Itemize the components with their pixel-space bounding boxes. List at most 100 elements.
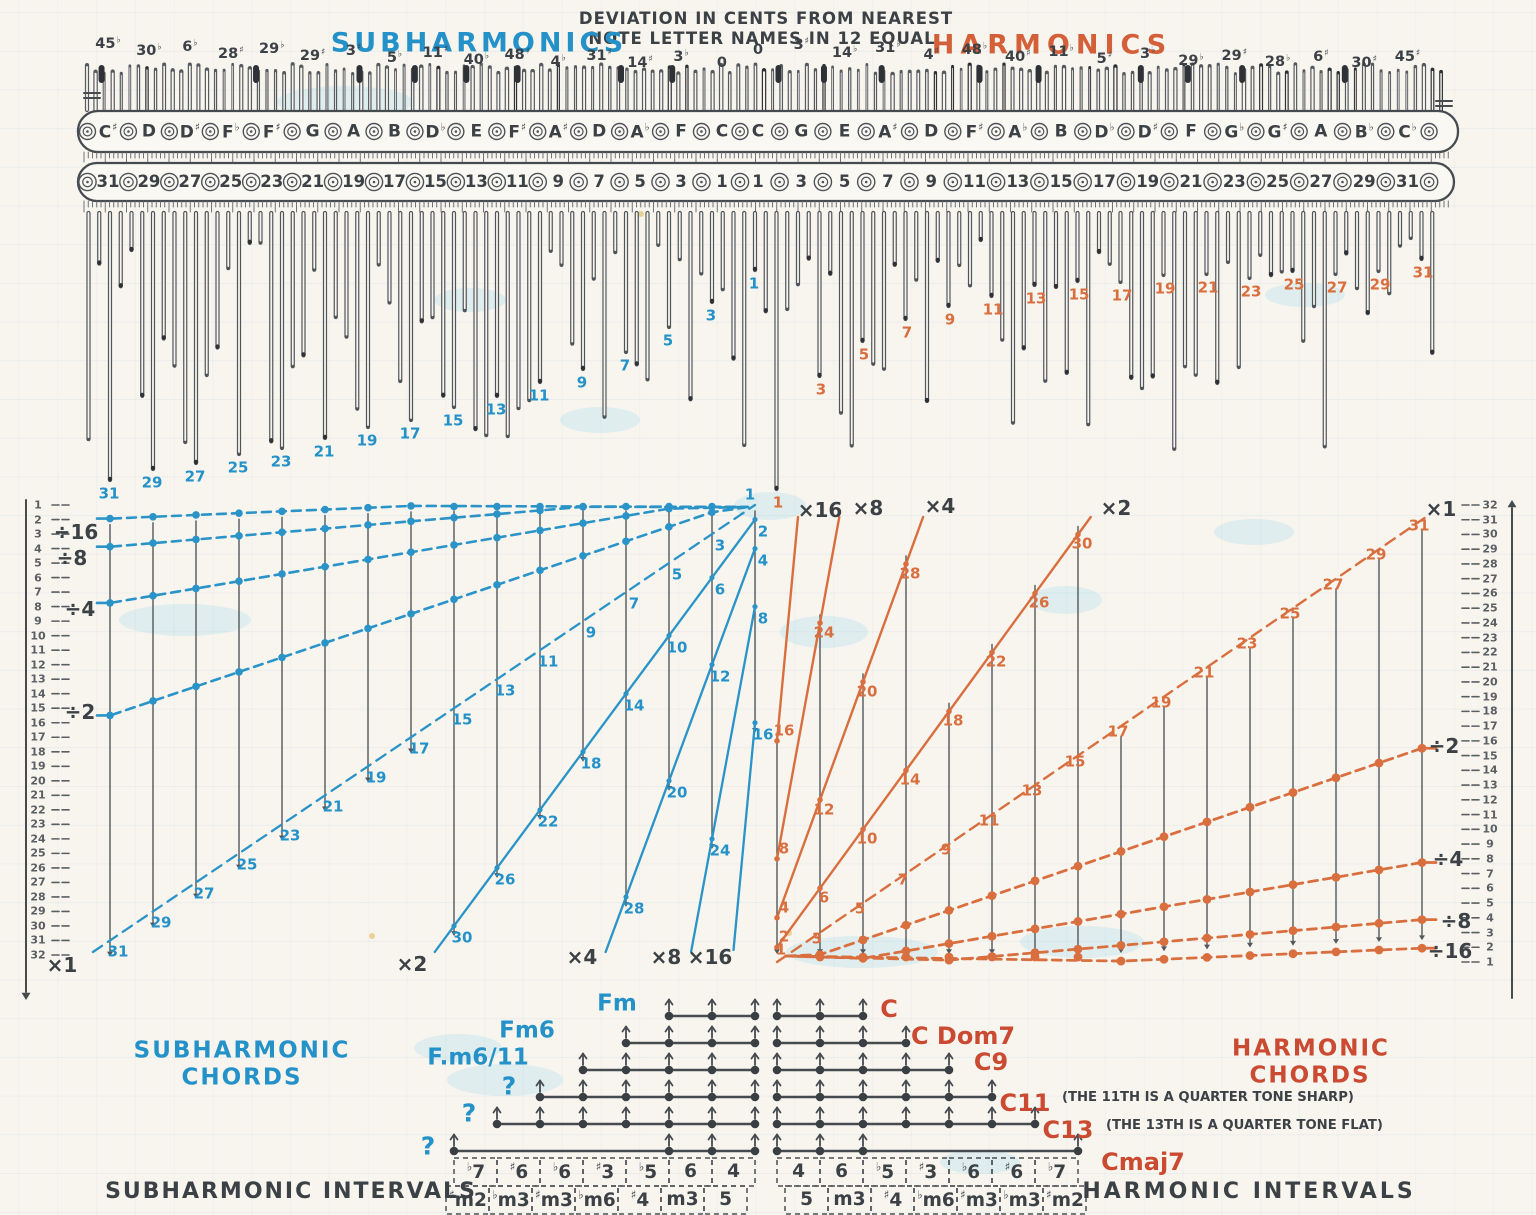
deviation-label-harm: 11♭: [1048, 43, 1074, 61]
axis-tick-label-left: 27: [30, 875, 46, 889]
note-letter-sub: E: [470, 121, 483, 141]
string-number-harm: 19: [1136, 171, 1160, 191]
note-letter-harm: B: [1054, 121, 1068, 141]
axis-tick-label-right: 31: [1482, 513, 1498, 527]
axis-tick-label-left: 26: [30, 861, 46, 875]
string-number-harm: 21: [1179, 171, 1203, 191]
divide-label: ÷2: [1428, 734, 1460, 758]
deviation-label-harm: 14♭: [831, 43, 858, 61]
axis-tick-label-right: 15: [1482, 749, 1498, 763]
axis-tick-label-left: 14: [30, 687, 46, 701]
string-number-sub: 3: [675, 171, 687, 191]
interval-cell-sub: ♯m2: [449, 1187, 487, 1211]
tine-number-sub: 9: [576, 373, 588, 392]
fan-point-label: 14: [899, 770, 921, 789]
fan-point-label: 31: [107, 942, 129, 961]
fan-point-label: 10: [856, 829, 878, 848]
fan-point-label: 25: [236, 855, 258, 874]
note-11th-quarter-tone: (THE 11TH IS A QUARTER TONE SHARP): [1062, 1090, 1354, 1105]
interval-cell-sub: ♯m3: [535, 1187, 573, 1211]
string-number-harm: 31: [1396, 171, 1419, 191]
string-number-harm: 11: [963, 171, 986, 191]
multiply-label: ×1: [1425, 497, 1457, 521]
tine-number-sub: 15: [442, 411, 464, 430]
deviation-label-harm: 29♯: [1221, 46, 1248, 64]
fan-point-label: 7: [897, 870, 909, 889]
deviation-label-harm: 3♭: [1140, 45, 1156, 63]
fan-point-label: 27: [1322, 575, 1344, 594]
deviation-label-harm: 6♯: [1313, 47, 1329, 65]
axis-tick-label-left: 24: [30, 832, 46, 846]
fan-point-label: 9: [585, 623, 597, 642]
deviation-label-sub: 40♭: [463, 51, 490, 69]
fan-point-label: 2: [778, 927, 790, 946]
deviation-label-harm: 40♯: [1005, 48, 1031, 66]
fan-point-label: 1: [775, 940, 787, 959]
string-number-harm: 7: [882, 171, 894, 191]
axis-tick-label-left: 10: [30, 629, 46, 643]
fan-point-label: 10: [666, 638, 688, 657]
tine-number-harm: 7: [901, 323, 913, 342]
axis-tick-label-left: 30: [30, 919, 46, 933]
interval-cell-harm: ♯m3: [960, 1187, 998, 1211]
note-letter-sub: A: [346, 121, 361, 141]
deviation-label-sub: 31♯: [586, 47, 612, 65]
subharmonics-heading: SUBHARMONICS: [330, 27, 628, 59]
string-number-sub: 19: [342, 171, 366, 191]
interval-cell-harm: ♭m3: [1003, 1187, 1041, 1211]
fan-point-label: 17: [1107, 722, 1129, 741]
interval-cell-harm: 4: [792, 1160, 805, 1182]
deviation-label-harm: 45♯: [1394, 48, 1421, 66]
fan-point-label: 15: [451, 710, 473, 729]
axis-tick-label-right: 6: [1486, 881, 1494, 895]
divide-label: ÷8: [56, 546, 88, 570]
harmonic-chord-label: C11: [999, 1089, 1051, 1117]
string-number-harm: 15: [1049, 171, 1073, 191]
note-letter-harm: A♭: [1008, 121, 1028, 142]
note-letter-harm: C♭: [1398, 121, 1417, 142]
deviation-label-sub: 3♭: [673, 48, 689, 66]
interval-cell-harm: ♯3: [918, 1159, 938, 1183]
axis-tick-label-right: 9: [1486, 837, 1494, 851]
tine-number-harm: 9: [944, 310, 956, 329]
axis-tick-label-right: 11: [1482, 808, 1498, 822]
fan-point-label: 3: [714, 536, 726, 555]
string-number-sub: 15: [423, 171, 447, 191]
axis-tick-label-left: 11: [30, 643, 46, 657]
fan-point-label: 30: [451, 928, 473, 947]
subharmonic-chord-label: ?: [461, 1098, 477, 1128]
interval-cell-harm: ♭6: [961, 1159, 981, 1183]
axis-tick-label-left: 2: [34, 513, 42, 527]
subharmonic-intervals-title: SUBHARMONIC INTERVALS: [105, 1179, 477, 1204]
axis-tick-label-right: 13: [1482, 778, 1498, 792]
note-letter-sub: D: [141, 121, 156, 141]
axis-tick-label-right: 16: [1482, 734, 1498, 748]
fan-point-label: 5: [671, 565, 683, 584]
subharmonic-chord-label: ?: [420, 1131, 436, 1161]
deviation-label-sub: 11♯: [422, 44, 449, 62]
note-letter-sub: B: [388, 121, 401, 141]
tine-number-sub: 7: [619, 356, 631, 375]
tine-number-sub: 19: [356, 431, 378, 450]
string-number-sub: 5: [634, 171, 646, 191]
divide-label: ÷4: [64, 597, 96, 621]
tine-number-harm: 21: [1197, 278, 1219, 297]
string-number-sub: 1: [716, 171, 728, 191]
axis-tick-label-right: 10: [1482, 822, 1498, 836]
axis-tick-label-right: 18: [1482, 704, 1498, 718]
harmonic-chords-title-1: HARMONIC: [1232, 1035, 1390, 1062]
tine-number-sub: 17: [399, 424, 421, 443]
string-number-sub: 23: [260, 171, 284, 191]
interval-cell-sub: ♯3: [595, 1159, 615, 1183]
axis-tick-label-left: 18: [30, 745, 46, 759]
deviation-label-harm: 48♭: [961, 41, 988, 59]
divide-label: ÷16: [1427, 939, 1473, 963]
axis-tick-label-right: 21: [1482, 660, 1498, 674]
fan-point-label: 28: [623, 899, 645, 918]
tine-number-harm: 31: [1412, 263, 1434, 282]
fan-point-label: 18: [580, 754, 602, 773]
multiply-label: ×2: [1100, 496, 1132, 520]
axis-tick-label-right: 19: [1482, 690, 1498, 704]
note-letter-harm: D: [924, 121, 939, 141]
divide-label: ÷8: [1440, 909, 1472, 933]
